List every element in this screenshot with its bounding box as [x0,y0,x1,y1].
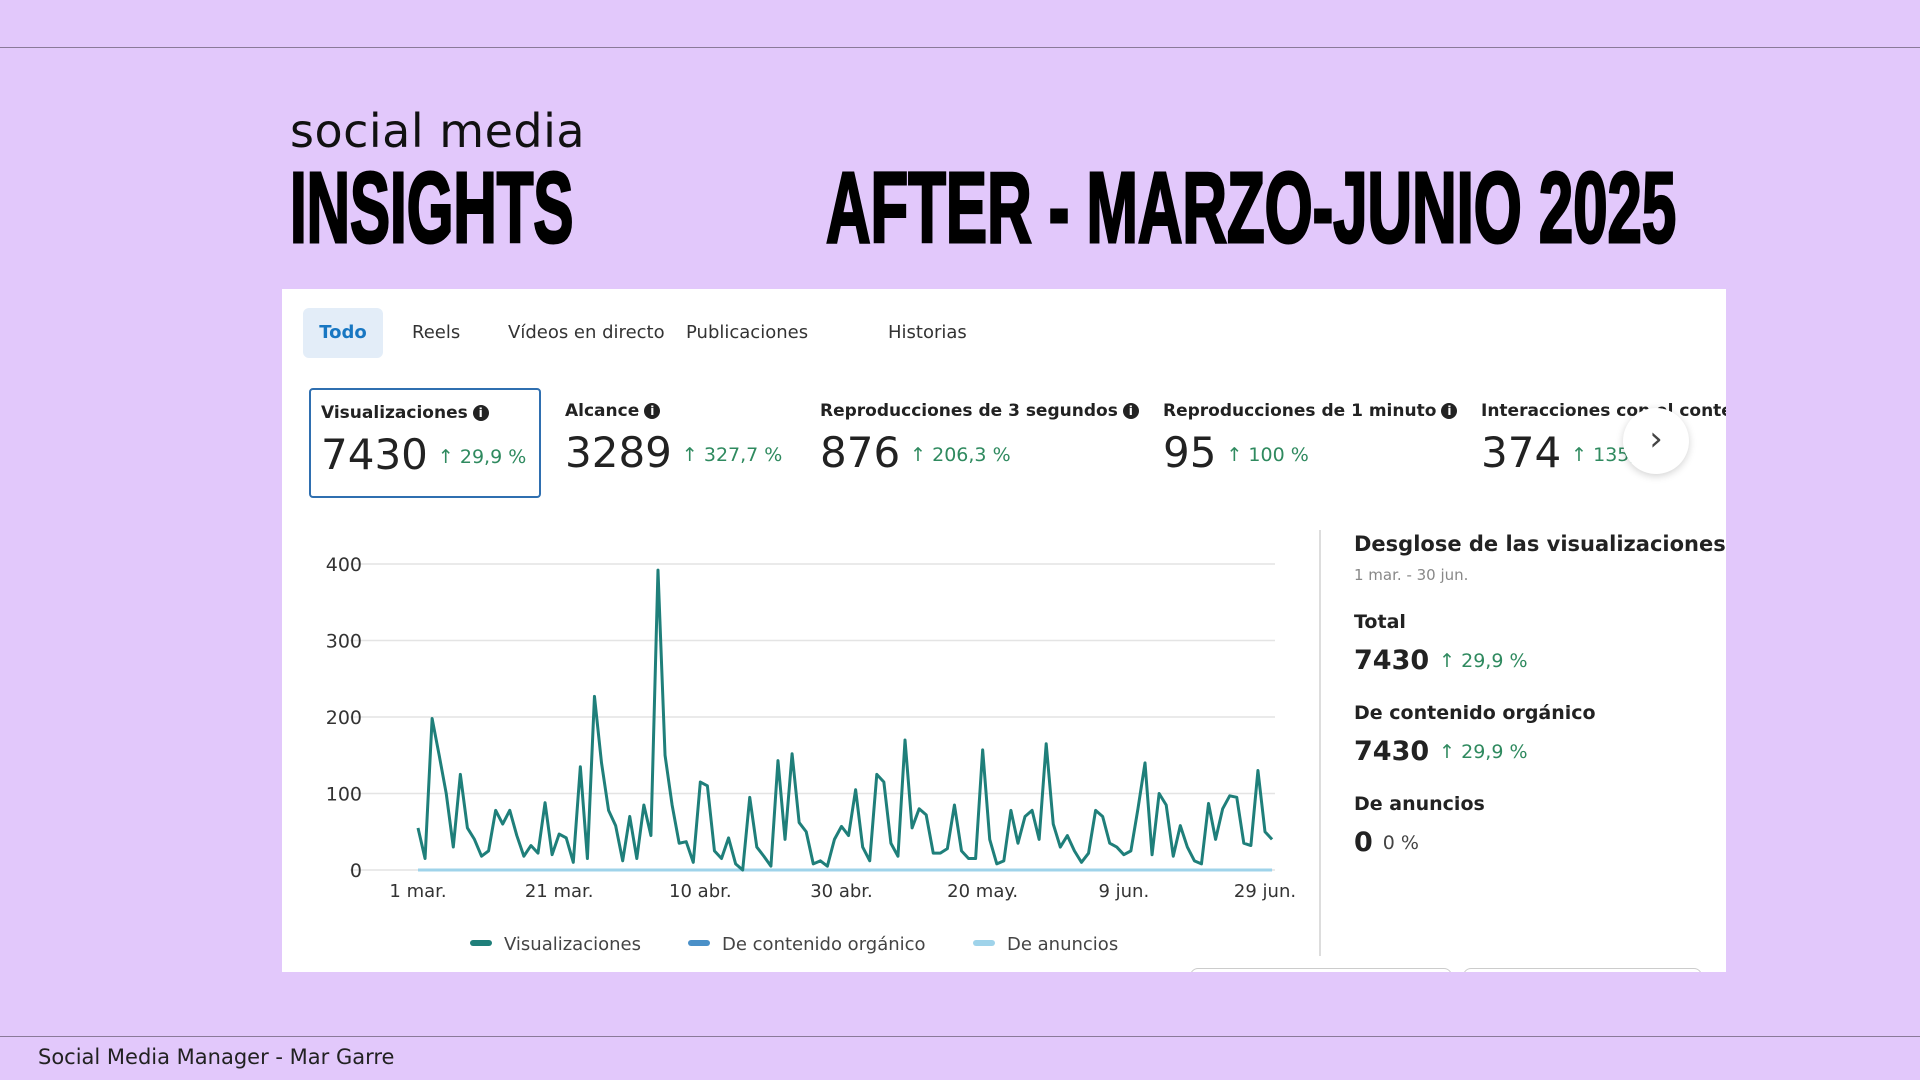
x-tick-label: 21 mar. [525,881,594,902]
breakdown-total-value: 7430 ↑ 29,9 % [1354,645,1528,676]
metric-reproducciones-3s[interactable]: Reproducciones de 3 segundos i 876 ↑ 206,3… [810,388,1139,494]
breakdown-ads-label: De anuncios [1354,793,1485,815]
metric-value: 7430 [321,430,428,479]
y-tick-label: 400 [326,554,362,576]
panel-divider [1319,530,1321,956]
views-line-chart: 0 100 200 300 400 1 mar. 21 mar. 10 abr. 30 abr.… [326,554,1296,955]
breakdown-ads-value: 0 0 % [1354,827,1419,858]
metric-reproducciones-1m[interactable]: Reproducciones de 1 minuto i 95 ↑ 100 % [1153,388,1458,494]
value: 7430 [1354,736,1430,767]
metric-label: Alcance [565,401,640,421]
chevron-right-icon[interactable]: › [1623,408,1689,474]
y-tick-label: 100 [326,784,362,806]
legend-swatch [688,940,710,946]
metric-delta: ↑ 100 % [1226,444,1309,466]
y-tick-label: 300 [326,631,362,653]
insights-panel: Todo Reels Vídeos en directo Publicacion… [282,289,1726,972]
breakdown-organic-value: 7430 ↑ 29,9 % [1354,736,1528,767]
x-tick-label: 1 mar. [389,881,446,902]
info-icon[interactable]: i [644,403,661,419]
metric-value: 374 [1481,428,1562,477]
tab-videos-en-directo[interactable]: Vídeos en directo [508,322,665,343]
breakdown-organic-label: De contenido orgánico [1354,702,1596,724]
delta: ↑ 29,9 % [1439,650,1528,672]
legend-label: Visualizaciones [504,934,641,955]
breakdown-total-label: Total [1354,611,1406,633]
tab-historias[interactable]: Historias [888,322,967,343]
tab-publicaciones[interactable]: Publicaciones [686,322,809,343]
metric-delta: ↑ 135, [1571,444,1636,466]
x-tick-label: 20 may. [947,881,1018,902]
views-series-line [416,568,1274,872]
metric-delta: ↑ 206,3 % [910,444,1011,466]
x-tick-label: 9 jun. [1098,881,1149,902]
y-tick-label: 0 [350,860,362,882]
metric-value: 876 [820,428,901,477]
metric-label: Visualizaciones [321,403,468,423]
bottom-card[interactable] [1463,968,1702,972]
metric-label: Reproducciones de 1 minuto [1163,401,1437,421]
metric-alcance[interactable]: Alcance i 3289 ↑ 327,7 % [555,388,782,494]
legend-swatch [973,940,995,946]
metric-visualizaciones[interactable]: Visualizaciones i 7430 ↑ 29,9 % [309,388,541,498]
bottom-divider [0,1036,1920,1037]
breakdown-title: Desglose de las visualizaciones [1354,532,1726,556]
tab-reels[interactable]: Reels [412,322,461,343]
y-tick-label: 200 [326,707,362,729]
metric-label: Interacciones con el contenido [1481,401,1726,421]
footer-credit: Social Media Manager - Mar Garre [38,1045,395,1069]
bottom-card[interactable] [1190,968,1452,972]
legend-label: De contenido orgánico [722,934,926,955]
value: 7430 [1354,645,1430,676]
legend-label: De anuncios [1007,934,1118,955]
legend-swatch [470,940,492,946]
metric-label: Reproducciones de 3 segundos [820,401,1118,421]
value: 0 [1354,827,1373,858]
metric-delta: ↑ 327,7 % [681,444,783,466]
subtitle: social media [290,104,586,158]
metric-delta: ↑ 29,9 % [437,446,527,468]
period-title: AFTER - MARZO-JUNIO 2025 [825,152,1677,264]
top-divider [0,47,1920,48]
x-tick-label: 30 abr. [810,881,873,902]
delta: ↑ 29,9 % [1439,741,1528,763]
x-tick-label: 10 abr. [669,881,732,902]
tab-todo[interactable]: Todo [303,308,383,358]
info-icon[interactable]: i [1122,403,1139,419]
metric-value: 95 [1163,428,1217,477]
metric-value: 3289 [565,428,672,477]
x-tick-label: 29 jun. [1234,881,1296,902]
breakdown-date-range: 1 mar. - 30 jun. [1354,566,1469,584]
info-icon[interactable]: i [1441,403,1458,419]
title: INSIGHTS [289,152,574,264]
info-icon[interactable]: i [472,405,489,421]
delta: 0 % [1382,832,1419,854]
